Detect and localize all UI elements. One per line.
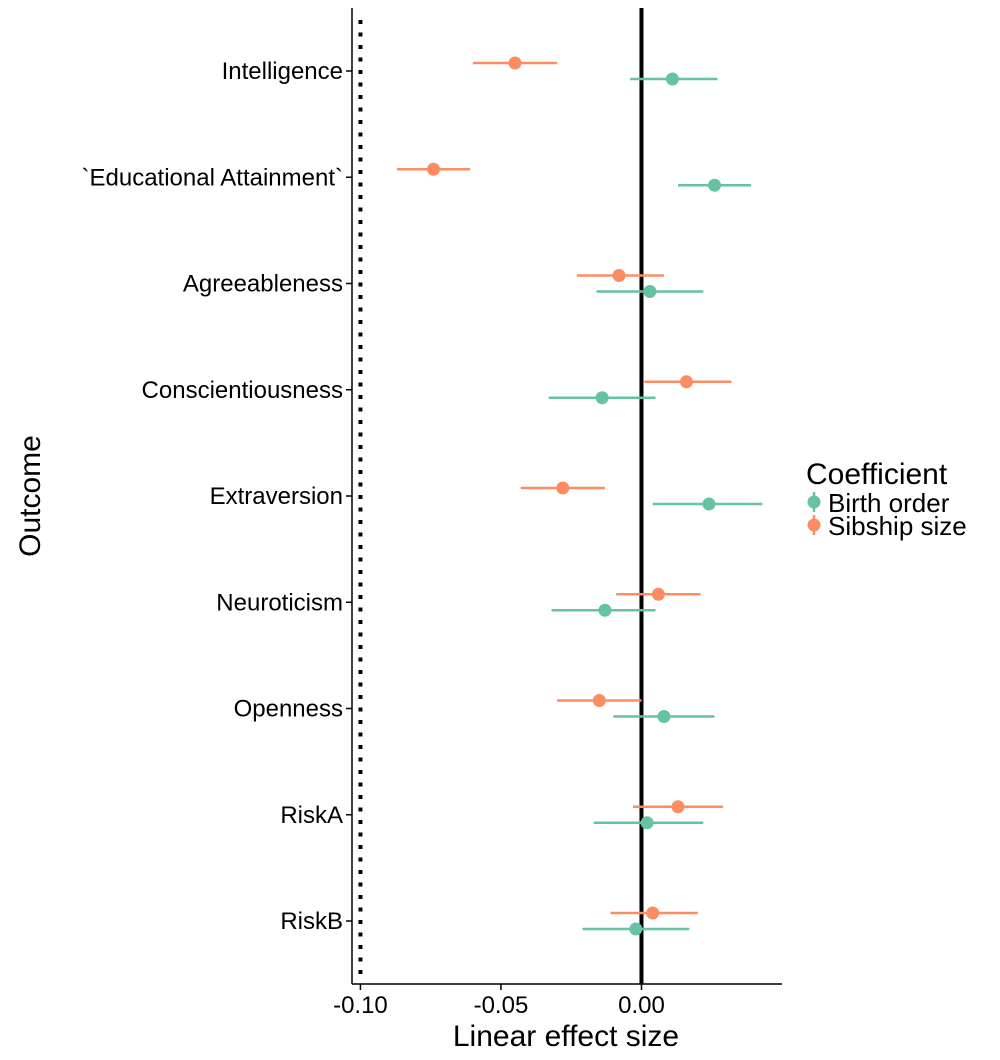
series-sibship-size: [396, 56, 732, 920]
point-estimate: [708, 178, 722, 192]
y-tick-label: Agreeableness: [183, 271, 343, 298]
legend-label: Sibship size: [828, 511, 967, 541]
point-estimate: [556, 481, 570, 495]
x-tick-label: -0.10: [333, 992, 388, 1019]
x-tick-label: -0.05: [474, 992, 529, 1019]
legend-title: Coefficient: [806, 458, 948, 491]
point-estimate: [595, 391, 609, 405]
y-tick-label: Neuroticism: [216, 589, 343, 616]
y-tick-label: `Educational Attainment`: [82, 164, 343, 191]
point-estimate: [665, 72, 679, 86]
point-estimate: [679, 375, 693, 389]
legend-item-sibship-size: Sibship size: [807, 511, 967, 541]
legend-item-birth-order: Birth order: [807, 488, 950, 518]
legend-label: Birth order: [828, 488, 950, 518]
point-estimate: [640, 816, 654, 830]
point-estimate: [643, 285, 657, 298]
y-tick-label: RiskB: [280, 908, 343, 935]
point-estimate: [671, 800, 685, 814]
point-estimate: [651, 587, 665, 601]
point-estimate: [427, 162, 441, 176]
point-estimate: [657, 710, 671, 723]
point-estimate: [592, 694, 606, 707]
y-tick-label: Openness: [234, 696, 343, 723]
point-estimate: [508, 56, 522, 70]
point-estimate: [646, 906, 660, 920]
data-marks: [396, 56, 763, 936]
point-estimate: [629, 922, 643, 936]
x-axis-title: Linear effect size: [453, 1020, 679, 1053]
x-axis: -0.10 -0.05 0.00: [333, 983, 782, 1019]
series-birth-order: [548, 72, 763, 936]
y-tick-label: Intelligence: [222, 58, 343, 85]
legend-key-point: [807, 518, 821, 532]
y-axis-title: Outcome: [14, 435, 47, 557]
y-tick-label: Conscientiousness: [142, 377, 343, 404]
point-estimate: [702, 497, 716, 511]
y-tick-label: RiskA: [280, 802, 343, 829]
y-axis: Intelligence `Educational Attainment` Agre…: [82, 8, 353, 984]
x-tick-label: 0.00: [618, 992, 665, 1019]
reference-lines: [358, 8, 644, 984]
legend-key-point: [807, 495, 821, 509]
point-estimate: [612, 269, 626, 282]
point-estimate: [598, 603, 612, 617]
y-tick-label: Extraversion: [210, 483, 343, 510]
